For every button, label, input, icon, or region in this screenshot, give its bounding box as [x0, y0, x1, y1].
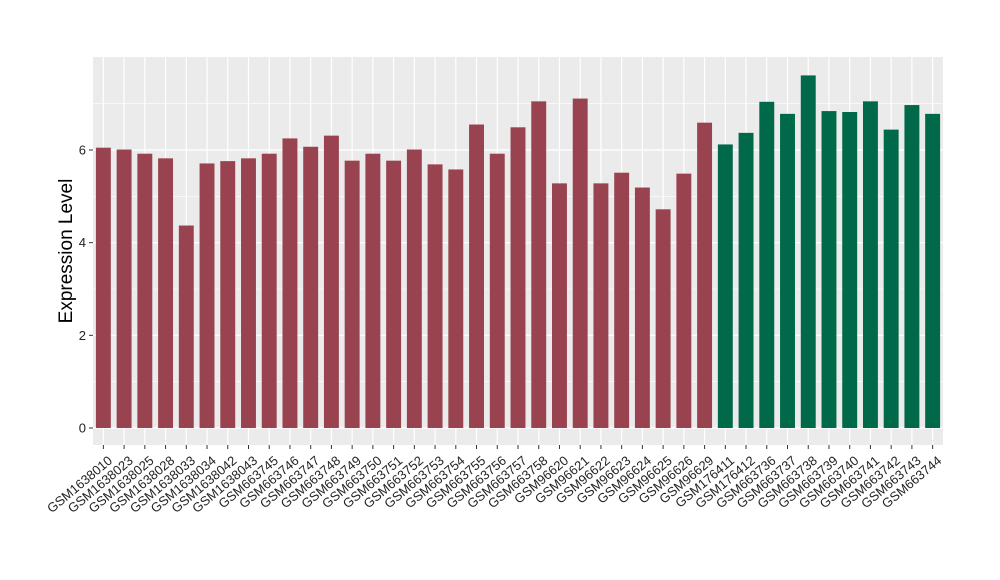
bar — [738, 132, 754, 428]
bar — [178, 225, 194, 428]
bar — [614, 172, 630, 428]
bar — [821, 111, 837, 428]
bar — [510, 127, 526, 429]
bar — [323, 135, 339, 429]
bar — [386, 160, 402, 428]
bar — [904, 105, 920, 428]
bar — [800, 75, 816, 429]
bar — [95, 147, 111, 428]
bar — [780, 113, 795, 429]
bars — [95, 75, 941, 429]
y-axis: 0 2 4 6 — [79, 143, 93, 436]
bar — [137, 153, 153, 428]
bar — [282, 138, 298, 428]
bar — [717, 144, 733, 428]
x-axis: GSM1638010GSM1638023GSM1638025GSM1638028… — [44, 445, 944, 516]
bar — [883, 129, 899, 428]
y-tick-label: 6 — [79, 143, 86, 158]
y-tick-label: 0 — [79, 421, 86, 436]
bar — [676, 173, 692, 428]
bar — [862, 101, 878, 428]
bar — [199, 163, 215, 429]
y-axis-title: Expression Level — [56, 179, 77, 324]
bar — [531, 101, 547, 428]
bar — [842, 112, 858, 429]
bar — [427, 164, 443, 428]
bar — [158, 158, 174, 428]
bar — [406, 149, 422, 428]
bar — [759, 101, 775, 429]
bar — [116, 149, 132, 428]
bar — [572, 98, 588, 428]
bar — [448, 169, 464, 428]
bar — [469, 124, 484, 429]
y-tick-label: 4 — [79, 235, 86, 250]
bar — [634, 187, 650, 428]
bar — [489, 153, 505, 428]
bar — [925, 113, 941, 429]
bar — [552, 183, 567, 428]
bar — [261, 153, 277, 428]
bar — [655, 209, 671, 428]
bar — [365, 153, 381, 428]
bar — [593, 183, 609, 428]
y-tick-label: 2 — [79, 328, 86, 343]
bar — [303, 146, 319, 429]
bar — [697, 122, 713, 428]
bar — [220, 161, 236, 428]
bar — [344, 160, 360, 428]
bar — [241, 158, 256, 428]
